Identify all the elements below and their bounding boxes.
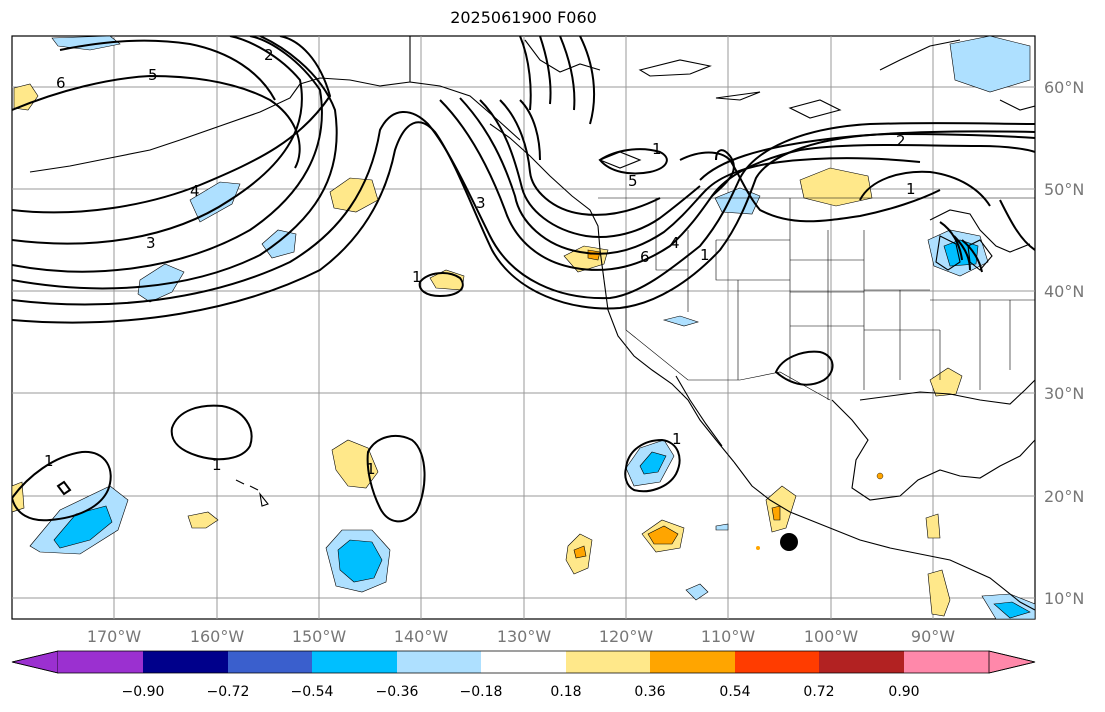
contour-label: 3 (476, 194, 486, 212)
positive-anomaly-patch (925, 513, 941, 539)
colorbar-segment (904, 651, 989, 673)
lon-label: 140°W (394, 627, 449, 646)
contour-label: 2 (264, 46, 274, 64)
colorbar-tick: 0.72 (803, 684, 834, 700)
negative-anomaly-patch (51, 36, 121, 51)
colorbar-tick: 0.90 (888, 684, 919, 700)
positive-anomaly-patch (573, 545, 587, 559)
contour-label: 6 (56, 74, 66, 92)
colorbar-outline (11, 650, 1036, 674)
contour-label: 4 (670, 234, 680, 252)
negative-anomaly-patch (685, 583, 709, 601)
negative-anomaly-patch (639, 451, 667, 475)
positive-anomaly-patch (331, 439, 379, 489)
negative-anomaly-patch (337, 539, 383, 583)
longitude-labels: 170°W 160°W 150°W 140°W 130°W 120°W 110°… (87, 627, 955, 646)
lon-label: 170°W (87, 627, 142, 646)
positive-anomaly-patch (13, 83, 39, 111)
negative-anomaly-patch (137, 263, 185, 303)
contour-label: 4 (190, 182, 200, 200)
colorbar-tick: −0.72 (207, 684, 250, 700)
lat-label: 50°N (1044, 180, 1084, 199)
lon-label: 130°W (497, 627, 552, 646)
lon-label: 90°W (911, 627, 955, 646)
contour-label: 1 (366, 460, 376, 478)
colorbar-tick: −0.90 (122, 684, 165, 700)
lat-label: 10°N (1044, 589, 1084, 608)
colorbar-tick: −0.54 (291, 684, 334, 700)
map-title: 2025061900 F060 (450, 8, 597, 27)
colorbar-segment (312, 651, 397, 673)
lat-label: 30°N (1044, 384, 1084, 403)
contour-label: 1 (212, 456, 222, 474)
colorbar-tick: 0.36 (634, 684, 665, 700)
contour-label: 1 (906, 180, 916, 198)
negative-anomaly-patch (993, 601, 1031, 619)
lon-label: 160°W (190, 627, 245, 646)
positive-anomaly-patch (187, 511, 219, 529)
colorbar-tick: 0.18 (550, 684, 581, 700)
colorbar-segment (988, 650, 1036, 674)
colorbar-segment (650, 651, 735, 673)
lon-label: 100°W (804, 627, 859, 646)
contour-label: 5 (628, 172, 638, 190)
colorbar-tick: −0.18 (460, 684, 503, 700)
lat-label: 60°N (1044, 78, 1084, 97)
political-borders (598, 197, 1035, 401)
colorbar-segment (397, 651, 481, 673)
contour-label: 1 (672, 430, 682, 448)
colorbar-segment (143, 651, 228, 673)
lat-label: 20°N (1044, 487, 1084, 506)
negative-anomaly-patch (949, 36, 1031, 93)
contour-lines (12, 36, 1035, 523)
negative-anomaly-patch (715, 523, 729, 531)
contour-label: 1 (44, 452, 54, 470)
contour-label: 1 (652, 140, 662, 158)
positive-anomaly-patch (587, 249, 601, 261)
contour-label: 1 (412, 268, 422, 286)
gridlines (12, 36, 1035, 619)
contour-label: 3 (146, 234, 156, 252)
colorbar-segment (58, 651, 143, 673)
contour-label: 5 (148, 66, 158, 84)
negative-anomaly-patch (662, 315, 700, 327)
colorbar-tick-labels: −0.90 −0.72 −0.54 −0.36 −0.18 0.18 0.36 … (122, 684, 920, 700)
colorbar-segment (228, 651, 312, 673)
colorbar-segment (735, 651, 819, 673)
contour-label: 6 (640, 248, 650, 266)
lon-label: 120°W (599, 627, 654, 646)
colorbar (11, 650, 1036, 674)
storm-center-marker (780, 533, 798, 551)
contour-label: 1 (700, 246, 710, 264)
negative-anomaly-patch (261, 229, 297, 259)
lon-label: 110°W (701, 627, 756, 646)
contour-label: 2 (896, 132, 906, 150)
colorbar-tick: 0.54 (719, 684, 750, 700)
positive-anomaly-patch (647, 525, 679, 545)
colorbar-segment (819, 651, 904, 673)
positive-anomaly-patch (876, 472, 884, 480)
positive-anomaly-patch (927, 569, 951, 617)
colorbar-tick: −0.36 (376, 684, 419, 700)
positive-anomaly-patch (771, 505, 781, 521)
lon-label: 150°W (292, 627, 347, 646)
colorbar-segment (481, 651, 566, 673)
lat-label: 40°N (1044, 282, 1084, 301)
positive-anomaly-patch (756, 546, 760, 550)
latitude-labels: 60°N 50°N 40°N 30°N 20°N 10°N (1044, 78, 1084, 608)
colorbar-segment (566, 651, 650, 673)
colorbar-segment (11, 650, 59, 674)
